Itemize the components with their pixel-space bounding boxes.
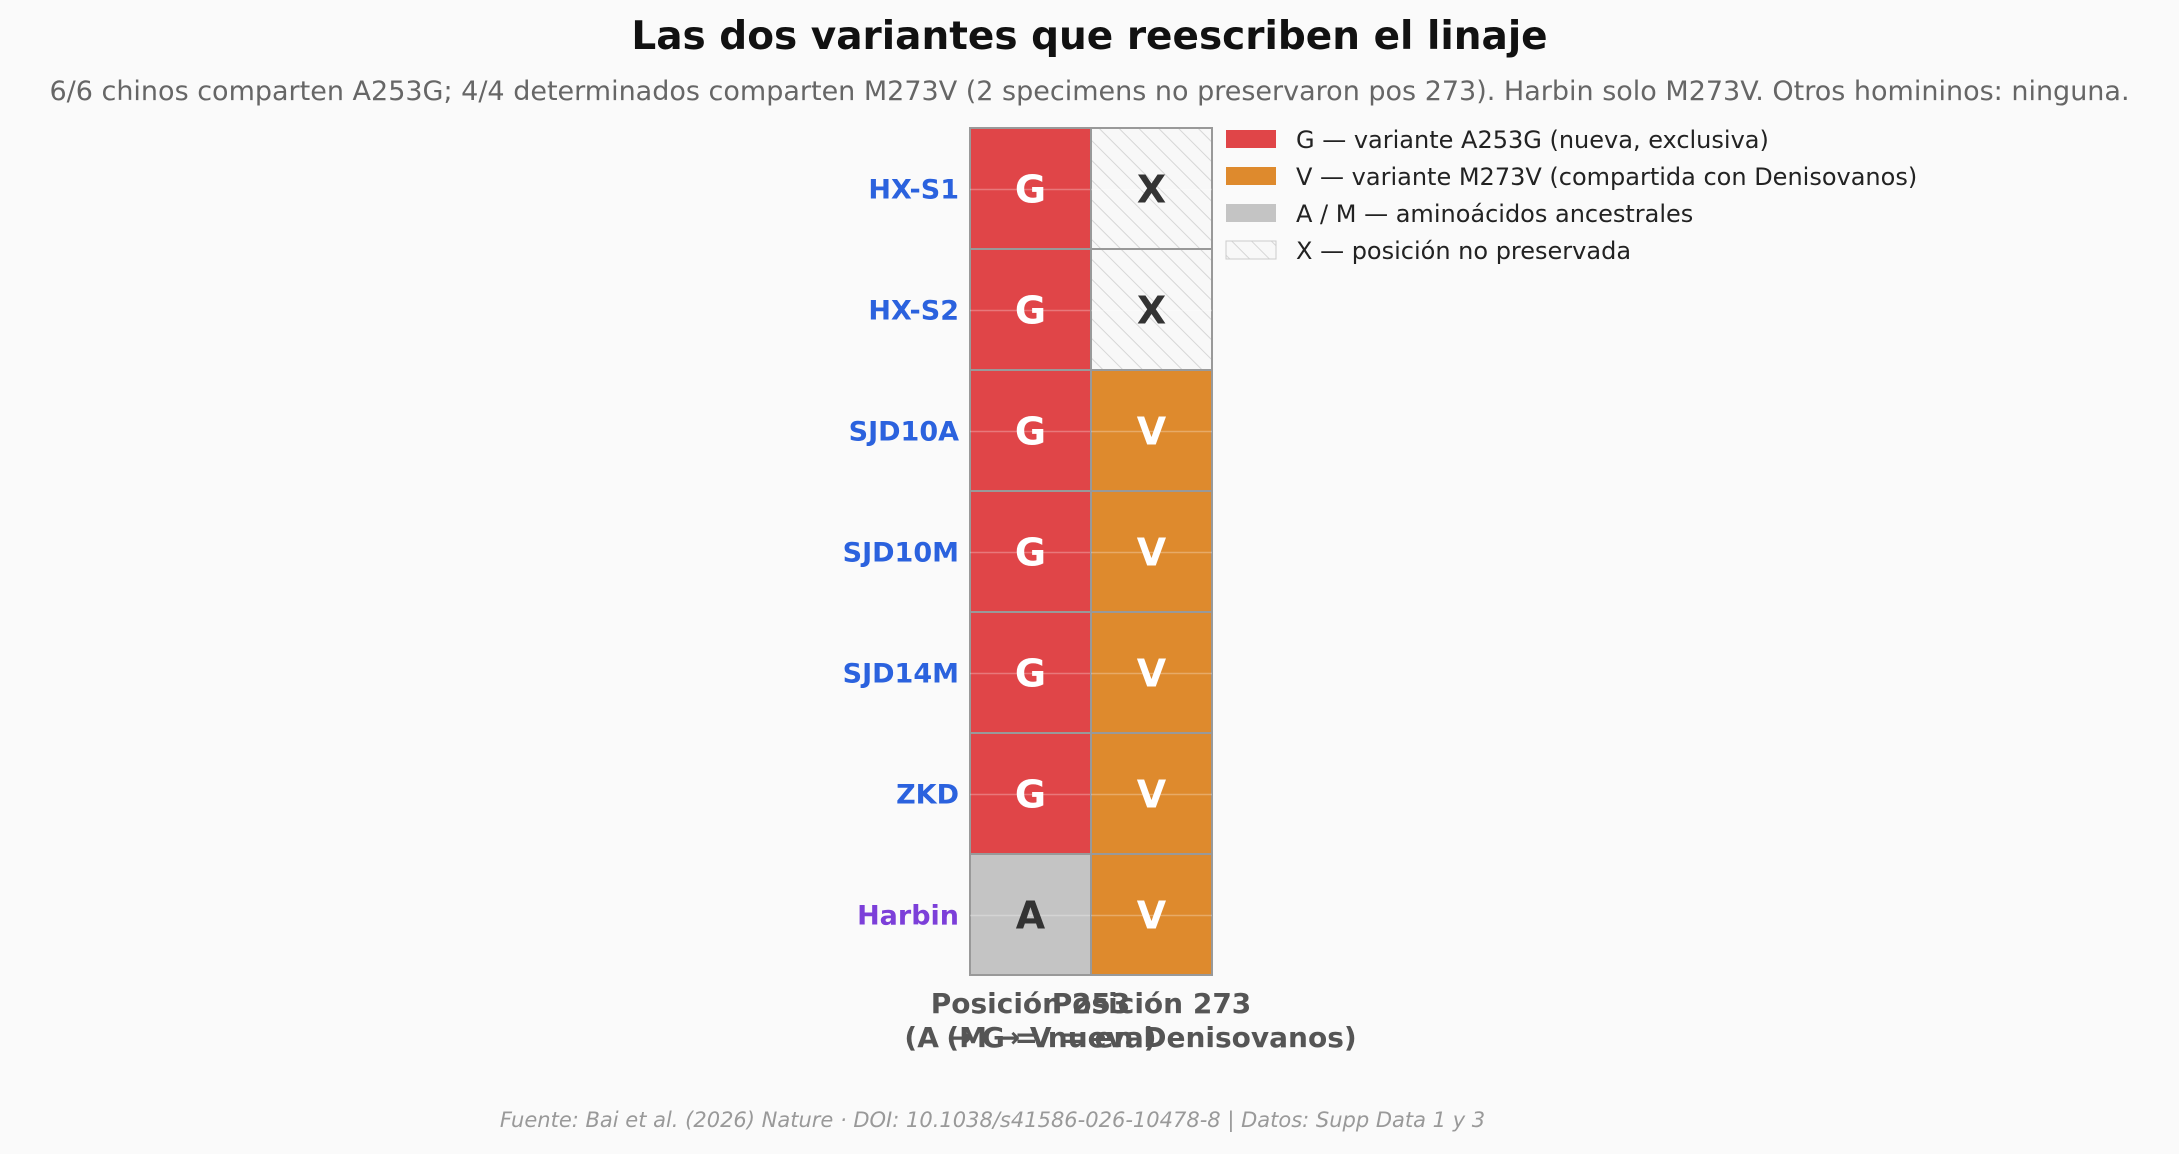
cell-letter-hx-s2-col2: X <box>1137 289 1166 333</box>
cell-harbin-col1 <box>969 853 1092 976</box>
row-label-hx-s2: HX-S2 <box>868 296 959 327</box>
cell-letter-zkd-col1: G <box>1015 773 1046 817</box>
column-labels: Posición 253(A → G = nueva)Posición 273(… <box>904 987 1356 1054</box>
cell-zkd-col1 <box>969 732 1092 855</box>
chart-title: Las dos variantes que reescriben el lina… <box>631 14 1548 59</box>
cell-letter-sjd10m-col2: V <box>1137 531 1167 575</box>
cell-letter-sjd14m-col2: V <box>1137 652 1167 696</box>
cell-hx-s1-col2 <box>1090 127 1213 250</box>
cell-letter-sjd14m-col1: G <box>1015 652 1046 696</box>
cell-letter-sjd10a-col2: V <box>1137 410 1167 454</box>
cell-zkd-col2 <box>1090 732 1213 855</box>
legend-swatch-a <box>1226 204 1276 222</box>
heatmap-grid: G X G X G V G V G V G V A V <box>969 127 1213 976</box>
column-label-1-line1: Posición 253 <box>931 987 1131 1020</box>
column-label-2-line1: Posición 273 <box>1052 987 1252 1020</box>
row-labels: HX-S1 HX-S2 SJD10A SJD10M SJD14M ZKD Harbin <box>843 175 959 932</box>
legend: G — variante A253G (nueva, exclusiva) V —… <box>1225 126 1917 265</box>
cell-letter-sjd10m-col1: G <box>1015 531 1046 575</box>
cell-sjd10m-col2 <box>1090 490 1213 613</box>
cell-sjd10m-col1 <box>969 490 1092 613</box>
row-label-sjd14m: SJD14M <box>843 659 959 690</box>
cell-letter-sjd10a-col1: G <box>1015 410 1046 454</box>
legend-label-a: A / M — aminoácidos ancestrales <box>1296 200 1693 228</box>
row-label-zkd: ZKD <box>896 780 959 811</box>
row-label-sjd10m: SJD10M <box>843 538 959 569</box>
cell-letter-hx-s1-col1: G <box>1015 168 1046 212</box>
legend-label-v: V — variante M273V (compartida con Denis… <box>1296 163 1917 191</box>
legend-swatch-x <box>1225 240 1277 260</box>
column-label-1-line2: (A → G = nueva) <box>904 1021 1156 1054</box>
cell-letter-harbin-col1: A <box>1016 894 1046 938</box>
chart-subtitle: 6/6 chinos comparten A253G; 4/4 determin… <box>49 76 2130 107</box>
cell-letter-hx-s1-col2: X <box>1137 168 1166 212</box>
column-label-2-line2: (M → V = en Denisovanos) <box>946 1021 1356 1054</box>
legend-label-x: X — posición no preservada <box>1296 237 1631 265</box>
legend-swatch-g <box>1226 130 1276 148</box>
legend-label-g: G — variante A253G (nueva, exclusiva) <box>1296 126 1769 154</box>
cell-sjd10a-col2 <box>1090 369 1213 492</box>
row-label-sjd10a: SJD10A <box>849 417 959 448</box>
cell-letter-zkd-col2: V <box>1137 773 1167 817</box>
cell-sjd14m-col1 <box>969 611 1092 734</box>
cell-letter-harbin-col2: V <box>1137 894 1167 938</box>
legend-swatch-v <box>1226 167 1276 185</box>
row-label-harbin: Harbin <box>857 901 959 932</box>
cell-sjd14m-col2 <box>1090 611 1213 734</box>
chart-footer: Fuente: Bai et al. (2026) Nature · DOI: … <box>499 1108 1486 1132</box>
cell-sjd10a-col1 <box>969 369 1092 492</box>
cell-harbin-col2 <box>1090 853 1213 976</box>
row-label-hx-s1: HX-S1 <box>868 175 959 206</box>
cell-letter-hx-s2-col1: G <box>1015 289 1046 333</box>
